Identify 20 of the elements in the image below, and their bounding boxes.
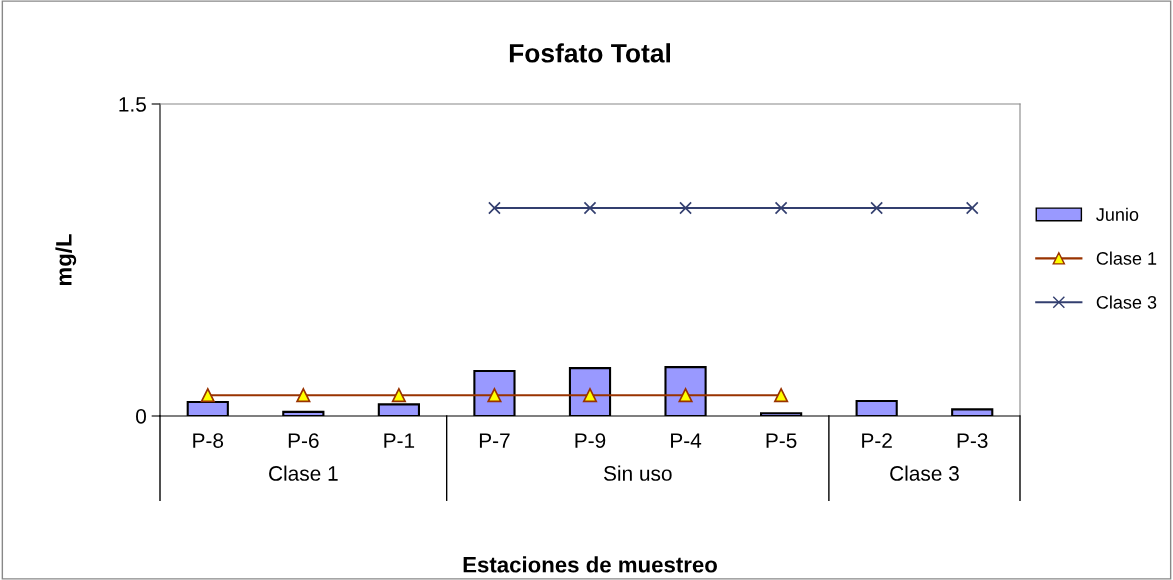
y-tick-label: 1.5 [119, 97, 146, 112]
text: Clase 3 [890, 465, 959, 481]
x-tick-label: P-6 [288, 433, 319, 448]
x-tick-label: P-7 [479, 433, 510, 448]
chart-title: Fosfato Total [509, 43, 670, 63]
text: Clase 1 [269, 465, 338, 481]
x-tick-label: P-9 [575, 433, 606, 448]
legend-label: Junio [1096, 207, 1139, 221]
x-tick-label: P-1 [384, 433, 415, 448]
x-tick-label: P-4 [671, 433, 702, 448]
legend-label: Clase 1 [1096, 251, 1157, 265]
legend-label: Clase 3 [1096, 295, 1157, 309]
x-tick-label: P-3 [957, 433, 988, 448]
x-tick-label: P-5 [766, 433, 797, 448]
x-tick-label: P-8 [193, 433, 224, 448]
x-tick-label: P-2 [862, 433, 892, 448]
x-axis-title: Estaciones de muestreo [463, 556, 717, 573]
y-tick-label: 0 [136, 409, 146, 424]
text: Sin uso [603, 465, 672, 481]
y-axis-title: mg/L [55, 234, 77, 286]
